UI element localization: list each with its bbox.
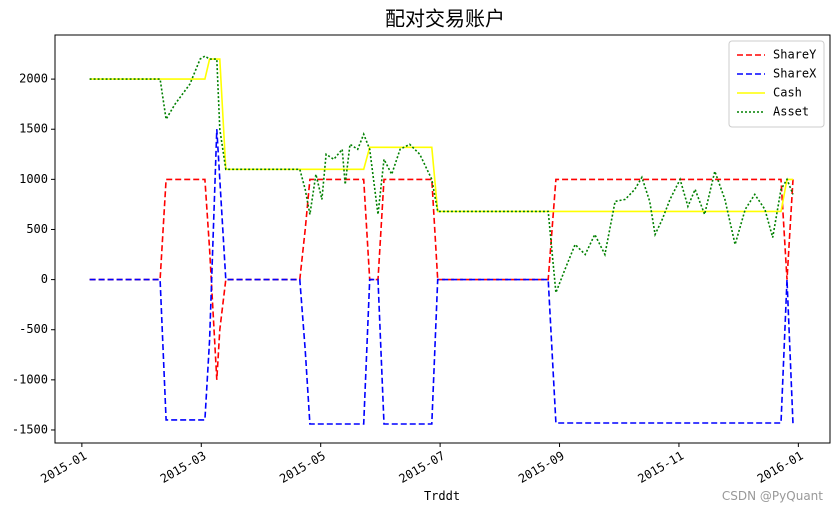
x-tick-label: 2015-11 [635, 449, 686, 486]
y-tick-label: 1500 [19, 122, 48, 136]
series-line [89, 58, 793, 213]
y-tick-label: -500 [19, 322, 48, 336]
x-tick-label: 2015-07 [397, 449, 448, 486]
x-tick-label: 2015-05 [277, 449, 328, 486]
series-line [89, 129, 794, 425]
series-line [89, 55, 794, 293]
watermark: CSDN @PyQuant [722, 489, 823, 503]
legend-label: Cash [773, 86, 802, 100]
x-tick-label: 2015-09 [516, 449, 567, 486]
y-tick-label: 500 [26, 222, 48, 236]
legend-box [728, 40, 825, 128]
x-tick-label: 2015-03 [158, 449, 209, 486]
series-line [89, 178, 794, 380]
x-tick-label: 2016-01 [755, 449, 806, 486]
y-tick-label: 2000 [19, 72, 48, 86]
legend-label: ShareY [773, 48, 817, 62]
y-tick-label: -1500 [12, 422, 48, 436]
x-tick-label: 2015-01 [38, 449, 89, 486]
y-tick-label: 1000 [19, 172, 48, 186]
chart-title: 配对交易账户 [385, 7, 505, 31]
y-tick-label: -1000 [12, 372, 48, 386]
legend-label: ShareX [773, 67, 817, 81]
legend-label: Asset [773, 105, 809, 119]
y-tick-label: 0 [41, 272, 48, 286]
x-axis-label: Trddt [424, 489, 460, 503]
plot-frame [54, 34, 831, 444]
